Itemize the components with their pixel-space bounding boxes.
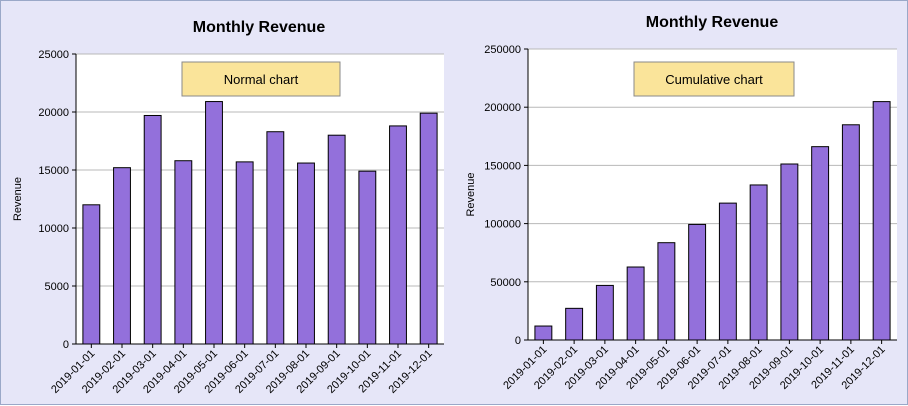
bar [565,307,584,341]
bar [749,184,768,341]
bar [534,325,553,341]
y-tick-label: 200000 [484,102,521,114]
bar [113,167,131,345]
bar [205,101,223,345]
bar [174,160,193,345]
bar [872,101,891,341]
bar [626,266,645,341]
y-tick-label: 150000 [484,160,521,172]
y-axis-label: Revenue [12,177,24,221]
bar [358,170,377,345]
bar [657,242,676,341]
chart-2: 0500001000001500002000002500002019-01-01… [465,14,897,392]
annotation-label: Cumulative chart [665,72,763,87]
bar [595,284,614,341]
annotation-label: Normal chart [224,72,299,87]
bar [266,131,285,345]
bar [143,114,162,345]
annotation-box [633,61,795,97]
bar [327,134,346,345]
chart-1: 05000100001500020000250002019-01-012019-… [12,19,444,396]
y-tick-label: 250000 [484,44,521,56]
chart-title: Monthly Revenue [193,19,326,36]
bar [235,161,254,345]
y-tick-label: 5000 [45,281,69,293]
bar [811,146,830,341]
plot-area [76,54,444,344]
y-tick-label: 25000 [38,49,69,61]
y-tick-label: 0 [63,339,69,351]
bar [419,112,438,345]
y-tick-label: 50000 [490,277,521,289]
annotation-box [181,61,341,97]
plot-area [528,49,897,340]
y-tick-label: 100000 [484,219,521,231]
bar [780,163,799,341]
bar [389,125,407,345]
bar [841,124,860,341]
bar [82,204,101,345]
y-tick-label: 10000 [38,223,69,235]
y-tick-label: 0 [515,335,521,347]
y-axis-label: Revenue [465,172,477,216]
y-tick-label: 15000 [38,165,69,177]
bar [297,162,315,345]
chart-title: Monthly Revenue [646,14,779,31]
bar [718,202,737,341]
y-tick-label: 20000 [38,107,69,119]
bar [688,223,707,341]
